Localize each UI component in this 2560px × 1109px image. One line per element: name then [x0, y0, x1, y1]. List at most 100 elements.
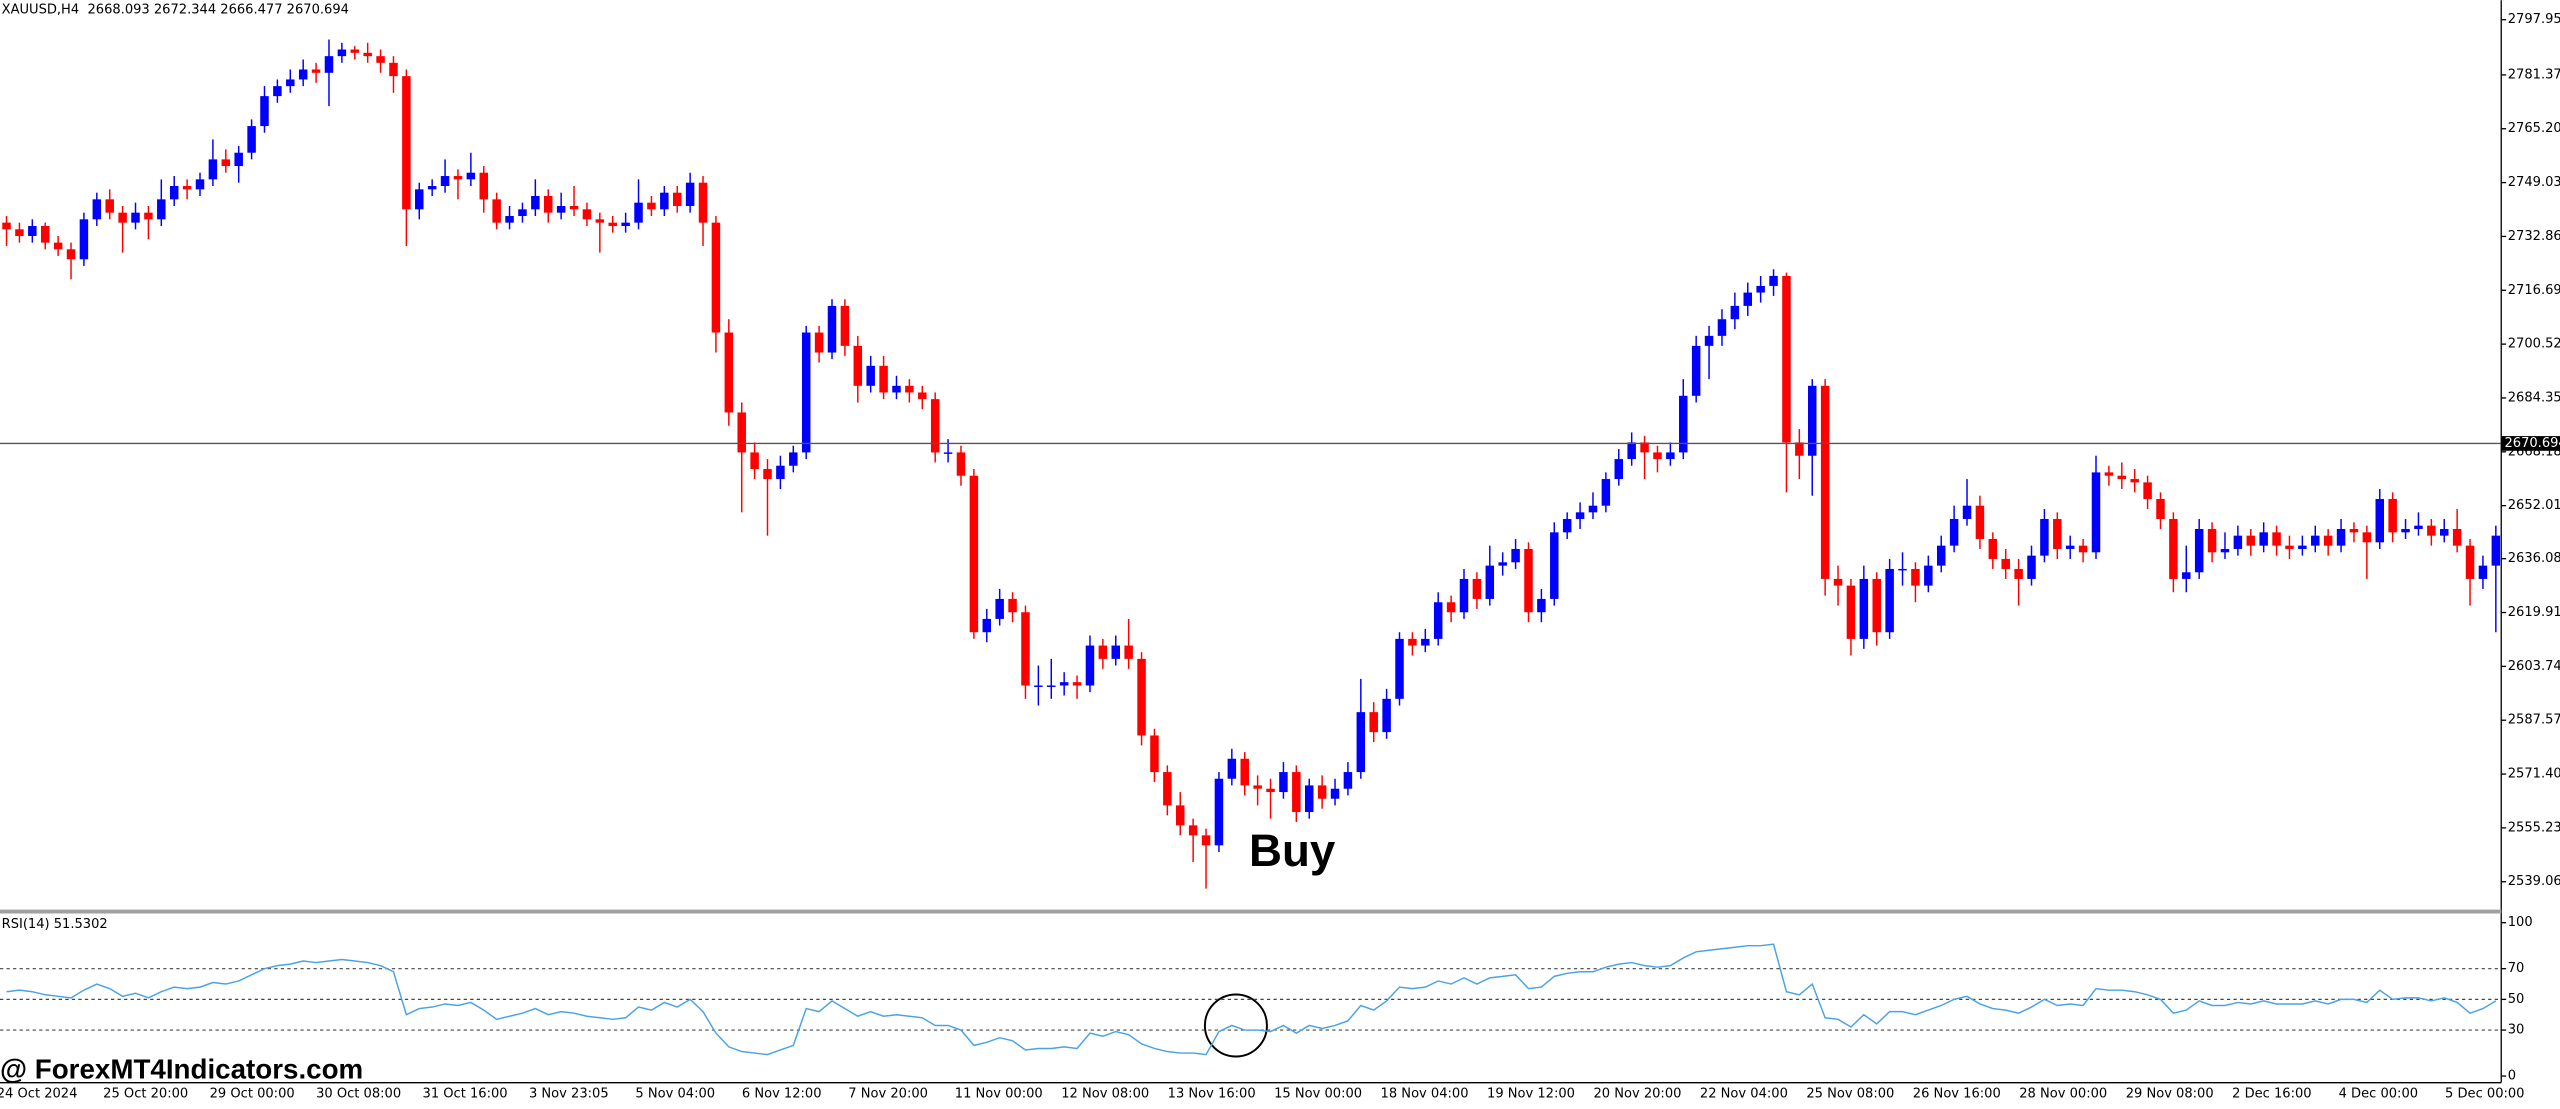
candle-body: [647, 202, 656, 210]
x-tick-label: 11 Nov 00:00: [955, 1087, 1043, 1102]
candle-body: [1330, 788, 1340, 799]
candle-body: [2349, 528, 2359, 533]
candle-body: [1743, 292, 1752, 306]
candle-body: [2375, 499, 2384, 543]
candle-body: [2027, 555, 2036, 579]
candle-body: [776, 465, 785, 480]
candle-body: [1098, 645, 1108, 659]
candle-body: [389, 62, 398, 77]
candle-body: [1472, 578, 1482, 599]
x-tick-label: 30 Oct 08:00: [316, 1087, 401, 1102]
candle-body: [1369, 712, 1378, 733]
candle-body: [1872, 578, 1881, 633]
candle-body: [1679, 395, 1688, 453]
x-tick-label: 25 Oct 20:00: [103, 1087, 188, 1102]
candle-body: [144, 212, 153, 220]
candle-body: [2440, 528, 2449, 536]
x-tick-label: 29 Oct 00:00: [210, 1087, 295, 1102]
candle-body: [1395, 638, 1404, 699]
candle-body: [1936, 545, 1946, 566]
candle-body: [28, 225, 37, 236]
candle-body: [879, 365, 888, 393]
candle-body: [1949, 519, 1959, 546]
candle-body: [311, 69, 321, 73]
candle-body: [1550, 532, 1559, 599]
candle-body: [2220, 548, 2230, 553]
x-tick-label: 12 Nov 08:00: [1061, 1087, 1149, 1102]
candle-body: [2, 222, 11, 230]
candle-body: [1240, 758, 1249, 786]
candle-body: [1640, 442, 1649, 453]
candle-body: [2065, 545, 2075, 549]
candle-body: [363, 52, 372, 57]
x-tick-label: 13 Nov 16:00: [1168, 1087, 1256, 1102]
candle-body: [1047, 685, 1056, 687]
candle-body: [157, 199, 166, 220]
pane-separator: [0, 909, 2502, 914]
candle-body: [1227, 758, 1237, 779]
candle-body: [1304, 785, 1314, 813]
candle-body: [1008, 598, 1017, 613]
y-tick-label: 2797.950: [2508, 12, 2560, 27]
candle-body: [660, 192, 669, 210]
x-tick-label: 24 Oct 2024: [0, 1087, 77, 1102]
y-tick-label: 100: [2508, 915, 2533, 930]
y-tick-label: 2781.370: [2508, 67, 2560, 82]
candle-body: [2130, 479, 2139, 483]
candle-body: [789, 452, 798, 466]
candle-body: [905, 385, 914, 393]
candle-body: [711, 222, 721, 333]
y-tick-label: 2571.405: [2508, 767, 2560, 782]
candle-body: [1408, 638, 1417, 646]
candle-body: [1756, 285, 1765, 293]
candle-body: [195, 179, 205, 190]
candle-body: [1885, 568, 1894, 633]
candle-body: [1717, 319, 1727, 336]
candle-body: [1034, 685, 1043, 687]
candle-body: [2014, 568, 2023, 579]
candle-body: [234, 152, 243, 167]
candle-body: [53, 242, 63, 250]
candle-body: [2272, 532, 2281, 546]
candle-body: [1382, 698, 1391, 733]
candle-body: [1317, 785, 1327, 799]
x-tick-label: 28 Nov 00:00: [2019, 1087, 2107, 1102]
candle-body: [2452, 528, 2462, 546]
candle-body: [1253, 785, 1262, 789]
current-price-label: 2670.694: [2504, 436, 2560, 451]
y-tick-label: 2684.350: [2508, 390, 2560, 405]
candle-body: [15, 229, 24, 236]
candle-body: [505, 215, 514, 223]
candle-body: [2427, 525, 2436, 536]
candle-body: [1072, 682, 1082, 686]
y-tick-label: 2700.520: [2508, 337, 2560, 352]
candle-body: [1614, 459, 1624, 480]
candle-body: [1988, 538, 1998, 559]
candle-body: [892, 385, 901, 393]
candle-body: [131, 212, 140, 223]
candle-body: [698, 182, 708, 223]
candle-body: [2414, 525, 2423, 529]
candle-body: [2401, 528, 2410, 533]
candle-body: [118, 212, 127, 223]
candle-body: [518, 209, 527, 216]
candle-body: [685, 182, 695, 207]
candle-body: [1833, 578, 1843, 586]
candle-body: [2362, 532, 2372, 543]
candle-body: [2336, 528, 2346, 546]
current-price-box: [2501, 436, 2560, 451]
candle-body: [1343, 772, 1353, 789]
candle-body: [1150, 735, 1159, 773]
candle-body: [1859, 578, 1869, 639]
candle-body: [1795, 442, 1804, 456]
buy-annotation: Buy: [1249, 825, 1336, 876]
candle-body: [221, 159, 231, 167]
x-tick-label: 29 Nov 08:00: [2126, 1087, 2214, 1102]
x-tick-label: 31 Oct 16:00: [423, 1087, 508, 1102]
x-tick-label: 26 Nov 16:00: [1913, 1087, 2001, 1102]
candle-body: [982, 618, 992, 633]
x-tick-label: 25 Nov 08:00: [1806, 1087, 1894, 1102]
candle-body: [2259, 532, 2268, 546]
candle-body: [466, 172, 476, 180]
